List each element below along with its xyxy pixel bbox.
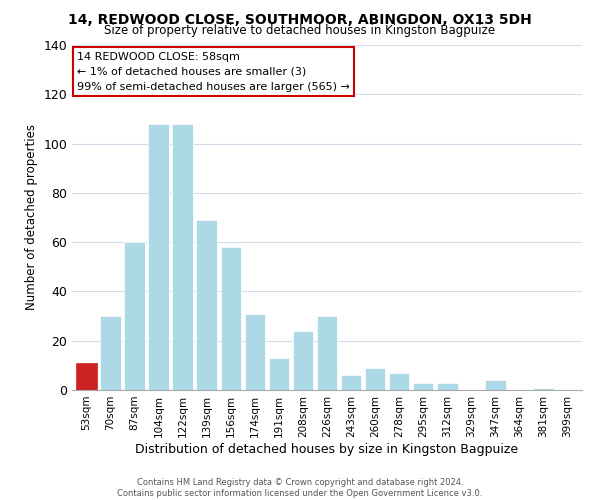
Bar — [485, 380, 506, 390]
Bar — [533, 388, 554, 390]
Text: Contains HM Land Registry data © Crown copyright and database right 2024.
Contai: Contains HM Land Registry data © Crown c… — [118, 478, 482, 498]
Bar — [148, 124, 169, 390]
Bar — [245, 314, 265, 390]
X-axis label: Distribution of detached houses by size in Kingston Bagpuize: Distribution of detached houses by size … — [136, 442, 518, 456]
Bar — [196, 220, 217, 390]
Bar — [437, 382, 458, 390]
Bar — [221, 247, 241, 390]
Bar — [413, 382, 433, 390]
Y-axis label: Number of detached properties: Number of detached properties — [25, 124, 38, 310]
Bar — [124, 242, 145, 390]
Bar — [317, 316, 337, 390]
Bar — [341, 375, 361, 390]
Bar — [172, 124, 193, 390]
Bar — [389, 373, 409, 390]
Bar — [269, 358, 289, 390]
Text: 14, REDWOOD CLOSE, SOUTHMOOR, ABINGDON, OX13 5DH: 14, REDWOOD CLOSE, SOUTHMOOR, ABINGDON, … — [68, 12, 532, 26]
Bar — [76, 363, 97, 390]
Text: Size of property relative to detached houses in Kingston Bagpuize: Size of property relative to detached ho… — [104, 24, 496, 37]
Bar — [293, 331, 313, 390]
Text: 14 REDWOOD CLOSE: 58sqm
← 1% of detached houses are smaller (3)
99% of semi-deta: 14 REDWOOD CLOSE: 58sqm ← 1% of detached… — [77, 52, 350, 92]
Bar — [365, 368, 385, 390]
Bar — [100, 316, 121, 390]
